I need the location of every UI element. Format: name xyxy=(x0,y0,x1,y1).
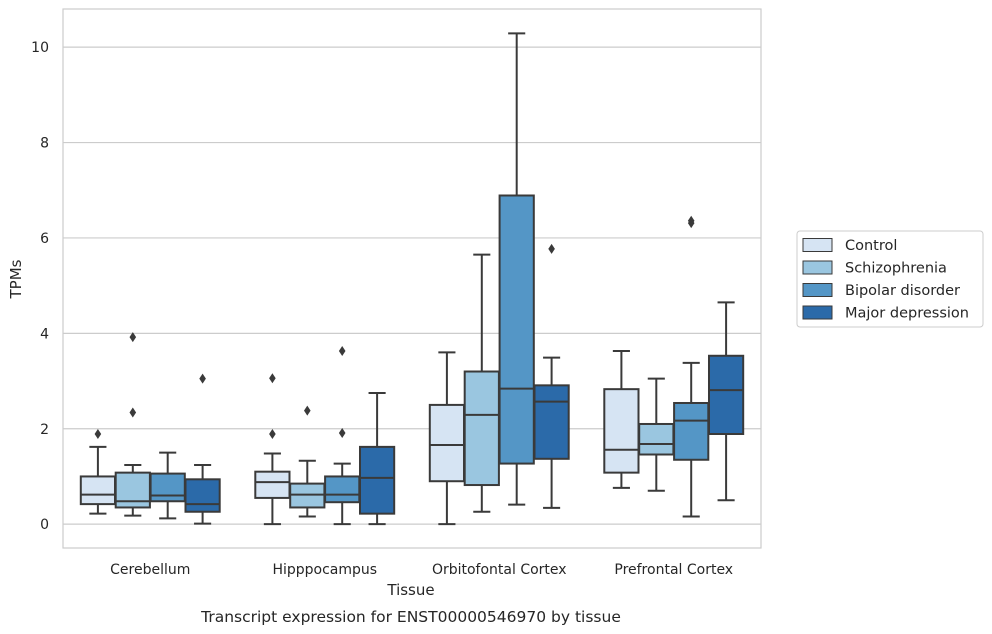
box-body xyxy=(428,403,466,483)
box-body xyxy=(498,194,535,465)
box-hipppocampus-schizophrenia xyxy=(289,405,326,518)
outlier-point-1 xyxy=(687,215,695,226)
box-body xyxy=(358,445,396,515)
outlier-point-1 xyxy=(338,346,346,357)
legend-swatch-schizophrenia xyxy=(802,260,833,275)
x-tick-label-orbitofontal-cortex: Orbitofontal Cortex xyxy=(432,562,567,578)
box-prefrontal-cortex-control xyxy=(603,350,640,489)
box-body xyxy=(603,388,640,474)
box-orbitofontal-cortex-bipolar-disorder xyxy=(498,32,535,506)
outlier-point-0 xyxy=(548,243,555,254)
box-orbitofontal-cortex-schizophrenia xyxy=(463,253,500,513)
box-body xyxy=(533,384,570,460)
box-cerebellum-schizophrenia xyxy=(114,332,151,517)
box-series-layer xyxy=(79,32,745,526)
box-body xyxy=(149,472,186,503)
x-axis-label: Tissue xyxy=(386,581,434,599)
box-prefrontal-cortex-schizophrenia xyxy=(638,377,675,492)
series-schizophrenia xyxy=(114,253,675,518)
box-cerebellum-major-depression xyxy=(184,373,221,525)
box-body xyxy=(79,475,117,506)
y-axis-label: TPMs xyxy=(7,259,25,299)
series-major-depression xyxy=(184,243,745,526)
legend-frame xyxy=(796,230,984,328)
box-cerebellum-control xyxy=(79,428,117,515)
box-body xyxy=(707,354,745,435)
legend-label-major-depression: Major depression xyxy=(845,306,969,322)
box-body xyxy=(324,475,361,504)
y-tick-label-6: 6 xyxy=(40,231,49,247)
box-hipppocampus-control xyxy=(254,373,291,526)
outlier-point-0 xyxy=(199,373,206,384)
y-tick-label-2: 2 xyxy=(40,422,49,438)
x-tick-labels: Cerebellum Hipppocampus Orbitofontal Corte… xyxy=(110,562,733,578)
legend-label-control: Control xyxy=(845,238,897,254)
outlier-point-1 xyxy=(129,332,137,343)
x-tick-label-cerebellum: Cerebellum xyxy=(110,562,190,578)
box-body xyxy=(463,370,500,487)
box-orbitofontal-cortex-major-depression xyxy=(533,243,570,509)
grid-lines xyxy=(63,46,761,525)
series-control xyxy=(79,350,640,526)
box-body xyxy=(184,478,221,513)
y-tick-labels: 0 2 4 6 8 10 xyxy=(31,40,49,533)
box-prefrontal-cortex-bipolar-disorder xyxy=(673,215,710,518)
legend-swatch-major-depression xyxy=(802,305,833,320)
x-tick-label-prefrontal-cortex: Prefrontal Cortex xyxy=(614,562,733,578)
y-tick-label-4: 4 xyxy=(40,326,49,342)
outlier-point-0 xyxy=(338,428,346,439)
legend-swatch-bipolar-disorder xyxy=(802,283,833,297)
legend: Control Schizophrenia Bipolar disorder Majo… xyxy=(796,230,984,328)
legend-label-bipolar-disorder: Bipolar disorder xyxy=(845,283,960,299)
series-bipolar-disorder xyxy=(149,32,710,526)
y-tick-label-0: 0 xyxy=(40,517,49,533)
box-orbitofontal-cortex-control xyxy=(428,351,466,526)
y-tick-label-8: 8 xyxy=(40,136,49,152)
outlier-point-0 xyxy=(269,428,276,439)
box-body xyxy=(254,470,291,499)
outlier-point-1 xyxy=(269,373,276,384)
y-tick-label-10: 10 xyxy=(31,40,49,56)
x-tick-label-hipppocampus: Hipppocampus xyxy=(272,562,377,578)
legend-label-schizophrenia: Schizophrenia xyxy=(845,261,947,277)
box-hipppocampus-bipolar-disorder xyxy=(324,346,361,526)
plot-frame xyxy=(62,8,762,549)
legend-swatch-control xyxy=(802,238,833,252)
box-body xyxy=(638,422,675,456)
box-cerebellum-bipolar-disorder xyxy=(149,451,186,520)
box-prefrontal-cortex-major-depression xyxy=(707,301,745,502)
outlier-point-0 xyxy=(304,405,311,416)
outlier-point-0 xyxy=(94,428,102,439)
box-body xyxy=(673,401,710,461)
figure-caption: Transcript expression for ENST0000054697… xyxy=(200,608,621,626)
outlier-point-0 xyxy=(129,407,137,418)
box-hipppocampus-major-depression xyxy=(358,391,396,526)
